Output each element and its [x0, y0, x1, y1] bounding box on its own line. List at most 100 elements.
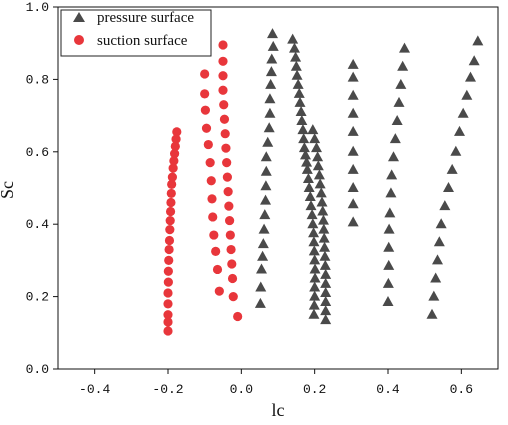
pressure-surface-point	[457, 107, 469, 118]
pressure-surface-point	[430, 272, 442, 283]
pressure-surface-point	[309, 272, 321, 283]
suction-surface-point	[221, 143, 231, 153]
pressure-surface-point	[386, 169, 398, 180]
pressure-surface-point	[461, 89, 473, 100]
pressure-surface-point	[319, 259, 331, 270]
suction-surface-point	[209, 230, 219, 240]
pressure-surface-point	[308, 308, 320, 319]
pressure-surface-point	[446, 163, 458, 174]
pressure-surface-point	[312, 160, 324, 171]
suction-surface-point	[219, 114, 230, 124]
pressure-surface-point	[290, 51, 302, 62]
pressure-surface-point	[294, 96, 306, 107]
pressure-surface-point	[260, 165, 272, 176]
pressure-surface-point	[309, 254, 321, 265]
pressure-surface-point	[302, 172, 314, 183]
pressure-surface-point	[347, 58, 359, 69]
pressure-surface-point	[305, 200, 317, 211]
suction-surface-point	[211, 246, 221, 256]
y-tick-label: 0.8	[26, 72, 49, 87]
pressure-surface-point	[317, 205, 329, 216]
pressure-surface-point	[296, 115, 308, 126]
suction-surface-point	[163, 310, 173, 320]
suction-surface-point	[227, 273, 238, 284]
pressure-surface-point	[347, 198, 359, 209]
pressure-surface-point	[293, 87, 305, 98]
pressure-surface-point	[319, 250, 331, 261]
pressure-surface-point	[388, 151, 399, 162]
suction-surface-point	[163, 326, 173, 336]
suction-surface-point	[233, 311, 243, 322]
legend-circle-marker	[74, 35, 84, 45]
suction-surface-point	[200, 89, 210, 99]
pressure-surface-point	[395, 78, 407, 89]
pressure-surface-point	[303, 182, 315, 192]
pressure-surface-point	[315, 187, 327, 198]
pressure-surface-point	[309, 281, 321, 292]
pressure-surface-point	[309, 133, 321, 144]
suction-surface-point	[223, 187, 233, 197]
pressure-surface-point	[300, 149, 311, 160]
suction-surface-point	[224, 201, 234, 211]
pressure-surface-point	[309, 263, 321, 274]
pressure-surface-point	[433, 236, 445, 247]
pressure-surface-point	[426, 308, 438, 319]
suction-surface-point	[214, 286, 224, 296]
pressure-surface-point	[393, 96, 405, 107]
x-tick-label: -0.2	[152, 382, 183, 397]
suction-surface-point	[170, 149, 180, 159]
pressure-surface-point	[265, 78, 277, 89]
suction-surface-point	[164, 255, 174, 265]
suction-surface-point	[208, 212, 218, 222]
pressure-surface-point	[320, 277, 332, 288]
suction-surface-point	[166, 197, 176, 208]
suction-surface-point	[227, 259, 237, 269]
y-tick-label: 0.6	[26, 145, 49, 160]
pressure-surface-point	[267, 28, 278, 39]
x-axis-title: lc	[272, 400, 285, 420]
pressure-surface-point	[382, 277, 394, 288]
pressure-surface-point	[266, 53, 278, 64]
pressure-surface-point	[435, 218, 447, 229]
suction-surface-point	[165, 215, 175, 226]
x-tick-label: 0.0	[230, 382, 253, 397]
suction-surface-point	[169, 156, 179, 166]
suction-surface-point	[225, 230, 235, 240]
y-tick-label: 0.0	[26, 362, 49, 377]
pressure-surface-point	[298, 133, 310, 144]
pressure-surface-point	[306, 209, 318, 220]
pressure-surface-point	[264, 107, 276, 118]
pressure-surface-point	[260, 151, 272, 162]
pressure-surface-point	[385, 187, 397, 198]
suction-surface-point	[219, 100, 229, 110]
x-tick-label: 0.6	[450, 382, 473, 397]
pressure-surface-point	[320, 268, 332, 279]
pressure-surface-point	[432, 254, 443, 265]
suction-surface-point	[166, 188, 176, 199]
pressure-surface-point	[312, 151, 324, 162]
pressure-surface-point	[347, 107, 359, 118]
pressure-surface-point	[320, 305, 332, 316]
pressure-surface-point	[289, 42, 300, 53]
x-tick-label: 0.2	[303, 382, 326, 397]
y-tick-label: 1.0	[26, 0, 49, 15]
pressure-surface-point	[290, 60, 302, 71]
suction-surface-point	[222, 172, 232, 182]
pressure-surface-point	[257, 250, 269, 261]
pressure-surface-point	[318, 232, 330, 243]
suction-surface-point	[163, 317, 173, 327]
suction-surface-point	[220, 129, 230, 139]
legend-label-pressure: pressure surface	[97, 10, 194, 26]
suction-surface-point	[218, 71, 228, 81]
pressure-surface-point	[265, 66, 277, 77]
suction-surface-point	[206, 176, 216, 186]
x-tick-label: -0.4	[79, 382, 110, 397]
pressure-surface-point	[291, 69, 303, 80]
pressure-surface-point	[264, 93, 276, 104]
pressure-surface-point	[468, 55, 480, 66]
suction-surface-point	[168, 163, 178, 173]
pressure-surface-point	[347, 71, 359, 82]
suction-surface-point	[164, 235, 175, 246]
pressure-surface-point	[382, 296, 394, 307]
